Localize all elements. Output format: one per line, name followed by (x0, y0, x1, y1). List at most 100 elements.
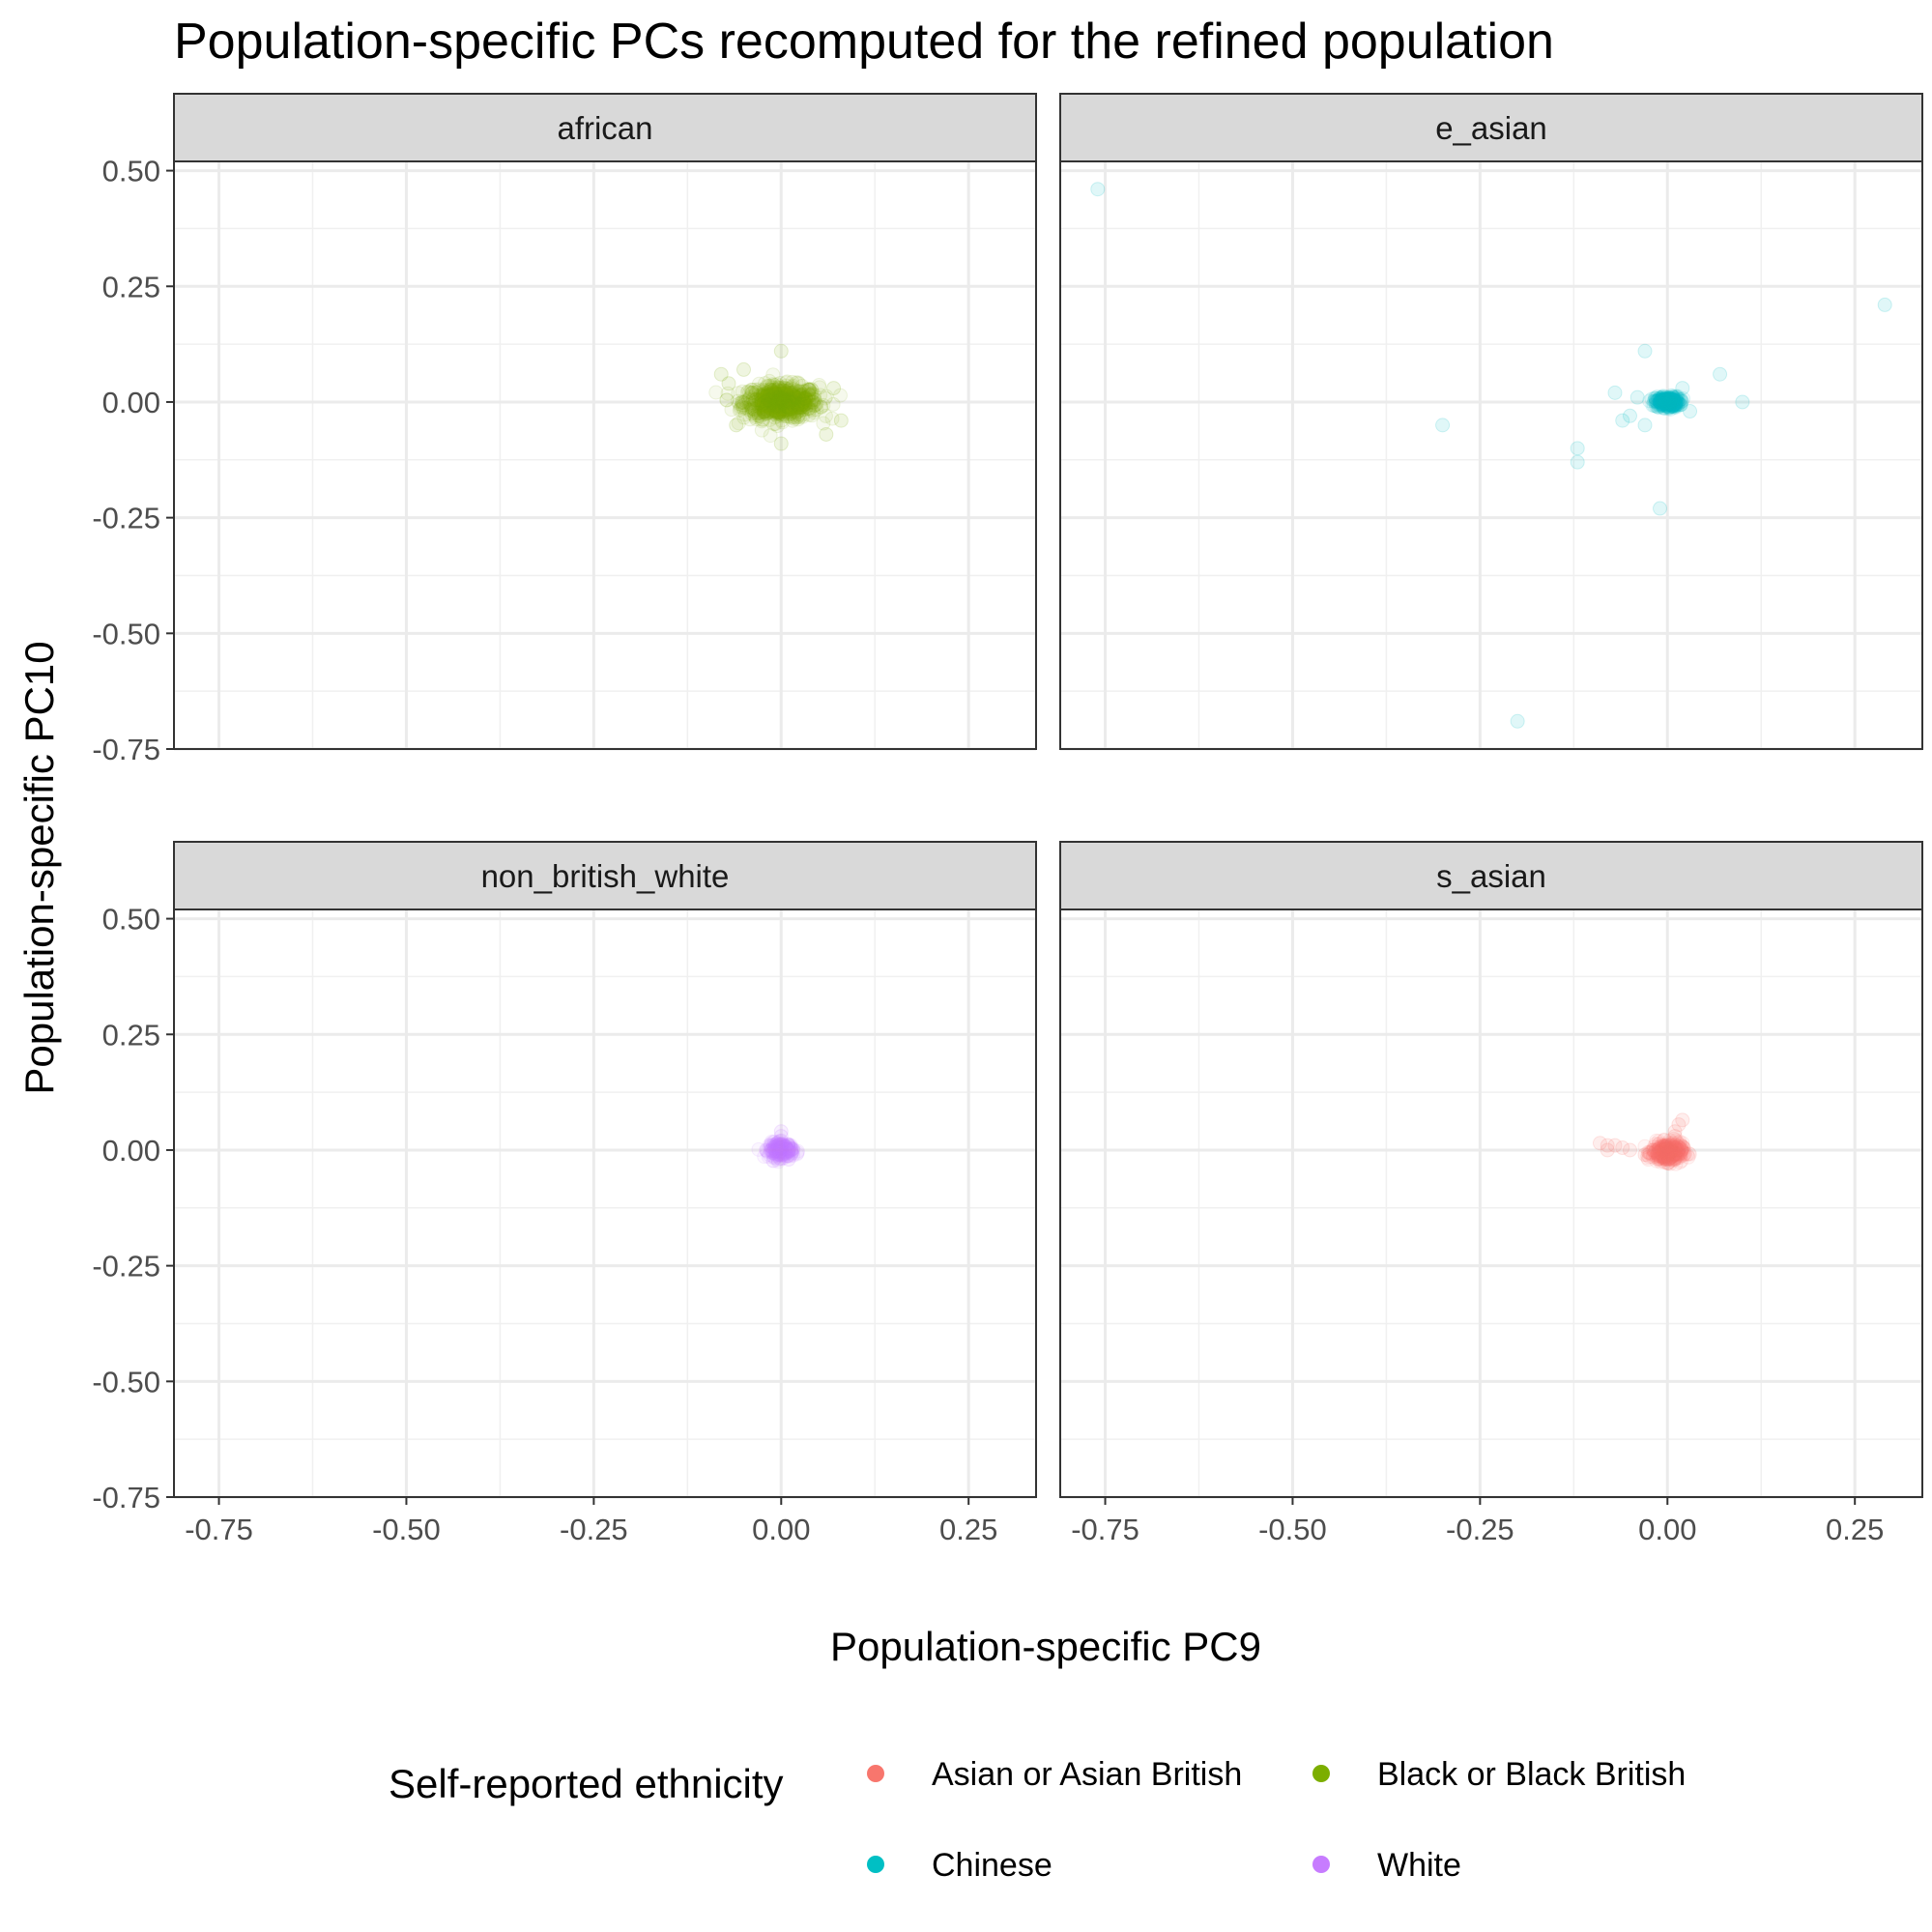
data-point (797, 390, 813, 406)
data-point (783, 402, 798, 418)
data-point (1655, 1142, 1670, 1158)
data-point (778, 392, 793, 408)
data-point (789, 405, 804, 420)
data-point (1660, 401, 1676, 417)
data-point (1648, 390, 1663, 406)
data-point (1658, 1144, 1673, 1160)
data-point (1675, 1139, 1690, 1155)
data-point (1657, 1146, 1672, 1162)
data-point (751, 399, 766, 415)
data-point (782, 394, 797, 410)
data-point (792, 389, 807, 404)
data-point (1658, 1138, 1674, 1153)
data-point (1667, 393, 1683, 409)
data-point (777, 402, 793, 418)
data-point (1659, 1143, 1675, 1159)
data-point (1653, 390, 1668, 406)
data-point (773, 391, 789, 407)
data-point (787, 385, 802, 400)
data-point (1658, 1141, 1673, 1157)
data-point (742, 385, 758, 400)
data-point (771, 390, 787, 406)
data-point (1662, 391, 1678, 407)
data-point (805, 394, 821, 410)
data-point (775, 390, 791, 406)
data-point (771, 381, 787, 396)
data-point (761, 404, 776, 419)
data-point (713, 366, 729, 382)
data-point (1657, 1144, 1672, 1160)
data-point (1665, 392, 1681, 408)
data-point (775, 391, 791, 407)
data-point (801, 382, 817, 397)
data-point (764, 386, 779, 401)
data-point (785, 388, 800, 403)
data-point (729, 418, 744, 433)
data-point (1651, 1151, 1666, 1167)
data-point (769, 386, 785, 401)
data-point (1654, 391, 1669, 407)
data-point (1671, 395, 1687, 411)
data-point (796, 384, 812, 399)
data-point (1656, 395, 1671, 411)
data-point (1658, 1141, 1674, 1157)
data-point (1659, 394, 1675, 410)
data-point (1658, 1143, 1674, 1159)
data-point (1654, 389, 1669, 405)
data-point (1665, 393, 1681, 409)
data-point (772, 392, 788, 408)
data-point (1668, 389, 1684, 404)
data-point (769, 1146, 785, 1162)
data-point (1666, 1147, 1682, 1163)
data-point (775, 396, 791, 412)
chart-title: Population-specific PCs recomputed for t… (174, 14, 1554, 70)
data-point (1661, 1140, 1677, 1156)
plot-background (174, 161, 1036, 749)
data-point (784, 392, 799, 408)
data-point (801, 401, 817, 417)
y-axis-title: Population-specific PC10 (16, 641, 62, 1094)
data-point (1661, 1143, 1677, 1159)
data-point (790, 384, 805, 399)
data-point (769, 1144, 785, 1160)
data-point (752, 395, 767, 411)
data-point (779, 1148, 794, 1164)
data-point (779, 400, 794, 416)
data-point (770, 1136, 786, 1151)
data-point (777, 1144, 793, 1160)
data-point (1664, 1148, 1680, 1164)
data-point (1665, 1146, 1681, 1162)
data-point (756, 407, 771, 422)
data-point (804, 408, 820, 423)
data-point (1673, 1146, 1688, 1162)
data-point (1658, 1146, 1674, 1162)
data-point (766, 391, 782, 407)
data-point (796, 391, 812, 407)
data-point (770, 1139, 786, 1154)
data-point (767, 386, 783, 401)
data-point (779, 1140, 794, 1156)
data-point (760, 398, 775, 414)
data-point (755, 389, 770, 404)
strip-label: african (557, 110, 652, 146)
data-point (1661, 391, 1677, 407)
data-point (760, 405, 775, 420)
data-point (1653, 1145, 1668, 1161)
data-point (1661, 393, 1677, 409)
data-point (1661, 397, 1677, 413)
data-point (801, 382, 817, 397)
data-point (766, 1138, 782, 1153)
data-point (1665, 393, 1681, 409)
data-point (1667, 1152, 1683, 1168)
data-point (1650, 396, 1665, 412)
data-point (1652, 390, 1667, 406)
data-point (762, 399, 777, 415)
data-point (765, 387, 781, 402)
data-point (778, 1139, 793, 1154)
data-point (775, 1140, 791, 1156)
data-point (778, 1146, 793, 1162)
data-point (733, 399, 748, 415)
data-point (735, 361, 751, 377)
data-point (1654, 397, 1669, 413)
